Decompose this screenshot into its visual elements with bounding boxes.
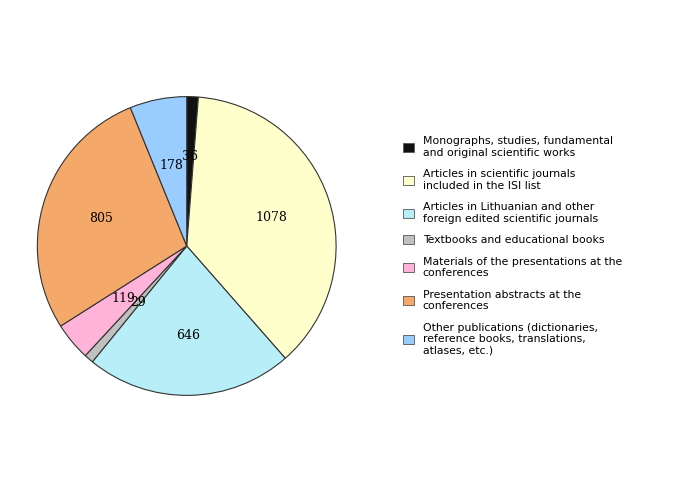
Wedge shape bbox=[130, 96, 187, 246]
Wedge shape bbox=[37, 108, 187, 326]
Text: 36: 36 bbox=[182, 150, 198, 163]
Legend: Monographs, studies, fundamental
and original scientific works, Articles in scie: Monographs, studies, fundamental and ori… bbox=[403, 136, 622, 356]
Wedge shape bbox=[92, 246, 285, 396]
Text: 119: 119 bbox=[111, 292, 136, 305]
Text: 805: 805 bbox=[90, 212, 113, 225]
Wedge shape bbox=[86, 246, 187, 362]
Wedge shape bbox=[187, 97, 336, 358]
Wedge shape bbox=[187, 96, 198, 246]
Text: 29: 29 bbox=[130, 296, 145, 309]
Text: 178: 178 bbox=[159, 159, 183, 172]
Text: 646: 646 bbox=[177, 329, 200, 342]
Text: 1078: 1078 bbox=[256, 211, 288, 224]
Wedge shape bbox=[60, 246, 187, 356]
